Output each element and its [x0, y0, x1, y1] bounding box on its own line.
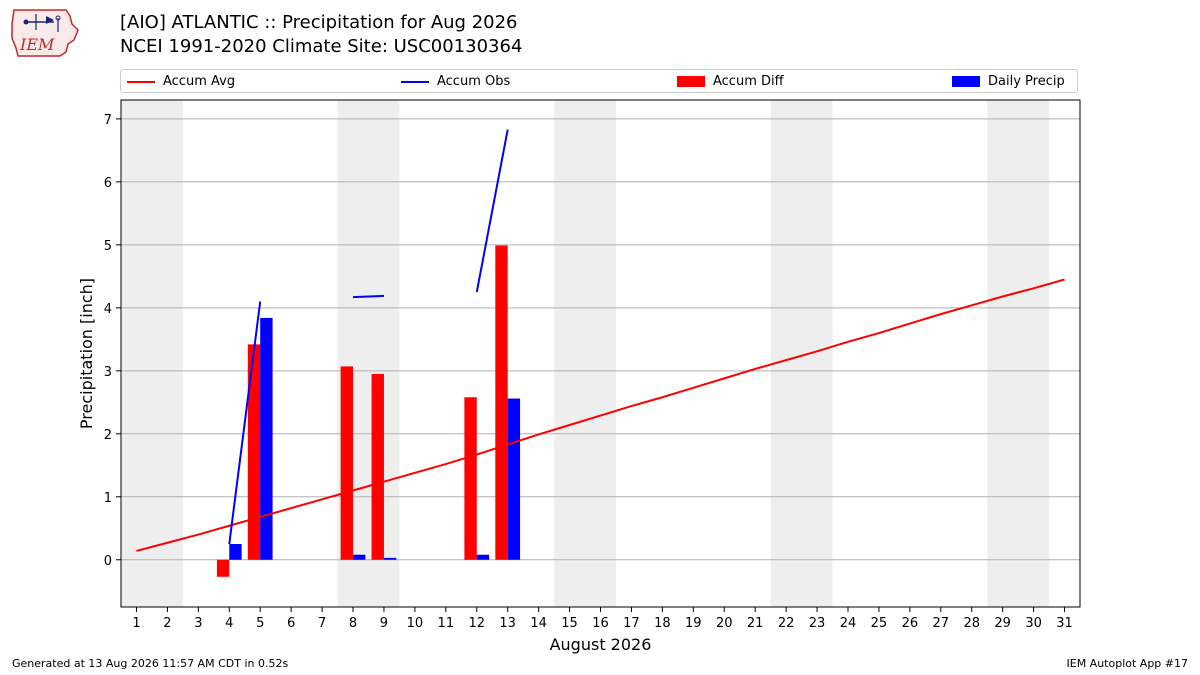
legend-item-accum-avg: Accum Avg [127, 73, 307, 91]
app-credit: IEM Autoplot App #17 [1066, 657, 1189, 670]
x-tick-label-12: 12 [468, 616, 485, 631]
x-tick-label-8: 8 [349, 616, 357, 631]
legend-label-accum-avg: Accum Avg [163, 74, 236, 89]
bar-accum-diff-day-4 [216, 559, 230, 577]
bar-daily-precip-day-5 [260, 317, 273, 560]
legend-swatch-accum-diff [677, 76, 705, 87]
y-tick-label-7: 7 [104, 113, 112, 128]
x-tick-label-11: 11 [438, 616, 455, 631]
x-tick-label-13: 13 [499, 616, 516, 631]
y-tick-label-4: 4 [104, 302, 112, 317]
bar-daily-precip-day-12 [476, 554, 490, 560]
legend-swatch-accum-obs [401, 81, 429, 83]
line-accum-avg [136, 278, 1065, 552]
y-tick-label-2: 2 [104, 428, 112, 443]
chart-legend: Accum Avg Accum Obs Accum Diff Daily Pre… [120, 69, 1078, 93]
legend-item-accum-diff: Accum Diff [677, 73, 857, 91]
bar-daily-precip-day-9 [383, 557, 397, 560]
legend-label-accum-obs: Accum Obs [437, 74, 511, 89]
x-tick-label-10: 10 [407, 616, 424, 631]
y-tick-label-6: 6 [104, 176, 112, 191]
x-tick-label-3: 3 [194, 616, 202, 631]
line-accum-obs-segment-0 [228, 301, 262, 545]
y-axis-label: Precipitation [inch] [77, 278, 96, 429]
legend-swatch-daily-precip [952, 76, 980, 87]
x-tick-label-24: 24 [840, 616, 857, 631]
weekend-band-4 [987, 100, 1050, 607]
x-tick-label-19: 19 [685, 616, 702, 631]
legend-swatch-accum-avg [127, 81, 155, 83]
bar-accum-diff-day-8 [340, 366, 354, 560]
x-tick-label-14: 14 [530, 616, 547, 631]
legend-label-daily-precip: Daily Precip [988, 74, 1065, 89]
bar-daily-precip-day-8 [353, 554, 366, 560]
x-tick-label-27: 27 [933, 616, 950, 631]
x-tick-label-26: 26 [902, 616, 919, 631]
x-tick-label-28: 28 [963, 616, 980, 631]
chart-title: [AIO] ATLANTIC :: Precipitation for Aug … [120, 12, 518, 33]
bar-accum-diff-day-9 [371, 373, 384, 560]
weekend-band-2 [554, 100, 616, 607]
x-tick-label-25: 25 [871, 616, 888, 631]
y-tick-label-5: 5 [104, 239, 112, 254]
x-tick-label-21: 21 [747, 616, 764, 631]
x-tick-label-29: 29 [994, 616, 1011, 631]
x-tick-label-4: 4 [225, 616, 233, 631]
line-accum-obs-segment-1 [352, 294, 384, 299]
x-tick-label-18: 18 [654, 616, 671, 631]
bar-daily-precip-day-4 [229, 544, 242, 560]
x-tick-label-2: 2 [163, 616, 171, 631]
x-tick-label-22: 22 [778, 616, 795, 631]
x-tick-label-17: 17 [623, 616, 640, 631]
logo-text: IEM [19, 35, 55, 54]
y-tick-label-1: 1 [104, 491, 112, 506]
bar-accum-diff-day-5 [247, 344, 261, 560]
bar-accum-diff-day-12 [464, 397, 477, 560]
x-tick-label-6: 6 [287, 616, 295, 631]
x-tick-label-30: 30 [1025, 616, 1042, 631]
x-tick-label-9: 9 [380, 616, 388, 631]
x-axis-label: August 2026 [550, 635, 652, 654]
x-tick-label-1: 1 [132, 616, 140, 631]
x-tick-label-7: 7 [318, 616, 326, 631]
chart-subtitle: NCEI 1991-2020 Climate Site: USC00130364 [120, 36, 523, 57]
y-tick-label-3: 3 [104, 365, 112, 380]
weekend-band-0 [121, 100, 183, 607]
weekend-band-3 [770, 100, 833, 607]
x-tick-label-31: 31 [1056, 616, 1073, 631]
x-tick-label-23: 23 [809, 616, 826, 631]
legend-label-accum-diff: Accum Diff [713, 74, 784, 89]
x-tick-label-16: 16 [592, 616, 609, 631]
legend-item-accum-obs: Accum Obs [401, 73, 581, 91]
x-tick-label-5: 5 [256, 616, 264, 631]
y-tick-label-0: 0 [104, 554, 112, 569]
x-tick-label-20: 20 [716, 616, 733, 631]
bar-accum-diff-day-13 [495, 245, 508, 560]
bar-daily-precip-day-13 [507, 398, 521, 560]
generated-timestamp: Generated at 13 Aug 2026 11:57 AM CDT in… [12, 657, 289, 670]
x-tick-label-15: 15 [561, 616, 578, 631]
line-accum-obs-segment-2 [475, 129, 509, 293]
legend-item-daily-precip: Daily Precip [952, 73, 1077, 91]
iem-logo: IEM [8, 6, 82, 60]
